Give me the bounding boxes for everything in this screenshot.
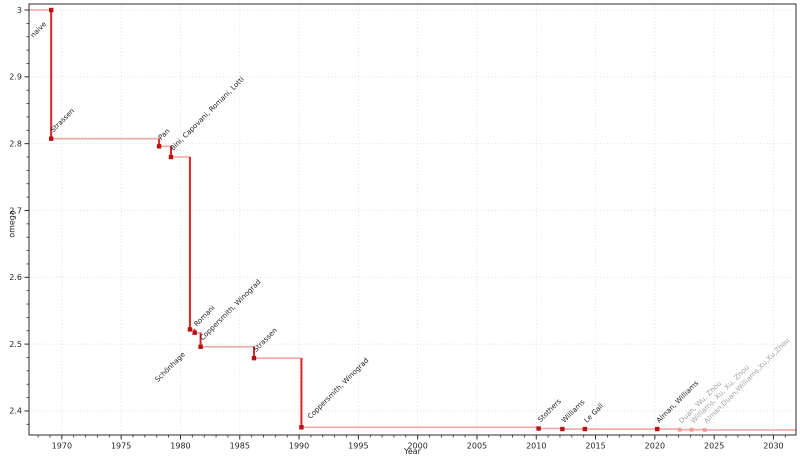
x-tick-label: 2010: [526, 442, 546, 451]
x-tick-label: 2020: [645, 442, 665, 451]
y-axis-title: omega: [7, 210, 17, 238]
y-tick-label: 2.9: [9, 73, 22, 82]
x-tick-label: 1985: [230, 442, 250, 451]
data-point-marker: [560, 426, 565, 432]
data-point-label: Pan: [157, 127, 172, 142]
omega-step-line: [29, 9, 796, 431]
data-point-marker: [48, 136, 54, 141]
data-point-marker: [677, 427, 682, 432]
y-tick-label: 2.6: [9, 273, 22, 282]
data-point-marker: [251, 355, 257, 361]
data-point-marker: [187, 327, 193, 332]
data-point-label: Williams: [560, 398, 587, 425]
x-tick-label: 2015: [585, 442, 605, 451]
x-tick-label: 2000: [407, 442, 427, 451]
data-point-marker: [689, 427, 694, 432]
data-point-marker: [536, 426, 541, 431]
y-tick-label: 2.7: [9, 206, 22, 215]
data-point-label: Bini, Capovani, Romani, Lotti: [169, 75, 246, 152]
x-tick-label: 1995: [348, 442, 368, 451]
data-point-marker: [168, 154, 174, 160]
data-point-label: Strassen: [252, 326, 279, 353]
x-tick-label: 2025: [704, 442, 724, 451]
data-point-label: Schönhage: [154, 351, 187, 384]
x-tick-label: 1990: [289, 442, 309, 451]
data-point-marker: [702, 428, 707, 432]
data-point-label: Williams, Xu, Xu, Zhou: [689, 364, 751, 426]
data-point-marker: [655, 426, 660, 432]
x-tick-label: 1970: [52, 442, 72, 451]
y-tick-label: 2.5: [9, 340, 22, 349]
x-tick-label: 2005: [467, 442, 487, 451]
data-point-marker: [299, 425, 304, 430]
data-point-label: Strassen: [49, 107, 76, 134]
x-tick-label: 1980: [170, 442, 190, 451]
data-point-label: Le Gall: [583, 402, 606, 425]
y-tick-label: 3: [17, 6, 22, 15]
data-point-label: Stothers: [536, 397, 563, 424]
y-tick-label: 2.8: [9, 139, 22, 148]
data-point-label: Coppersmith, Winograd: [306, 357, 370, 421]
y-tick-label: 2.4: [9, 407, 22, 416]
data-point-marker: [192, 330, 197, 335]
data-point-label: naive: [29, 20, 48, 39]
data-point-marker: [156, 144, 162, 149]
x-tick-label: 2030: [763, 442, 783, 451]
data-point-marker: [198, 344, 203, 349]
plot-border: [28, 3, 797, 436]
x-tick-label: 1975: [111, 442, 131, 451]
data-point-marker: [48, 7, 54, 13]
data-point-marker: [582, 426, 588, 432]
x-axis-title: Year: [404, 447, 421, 456]
